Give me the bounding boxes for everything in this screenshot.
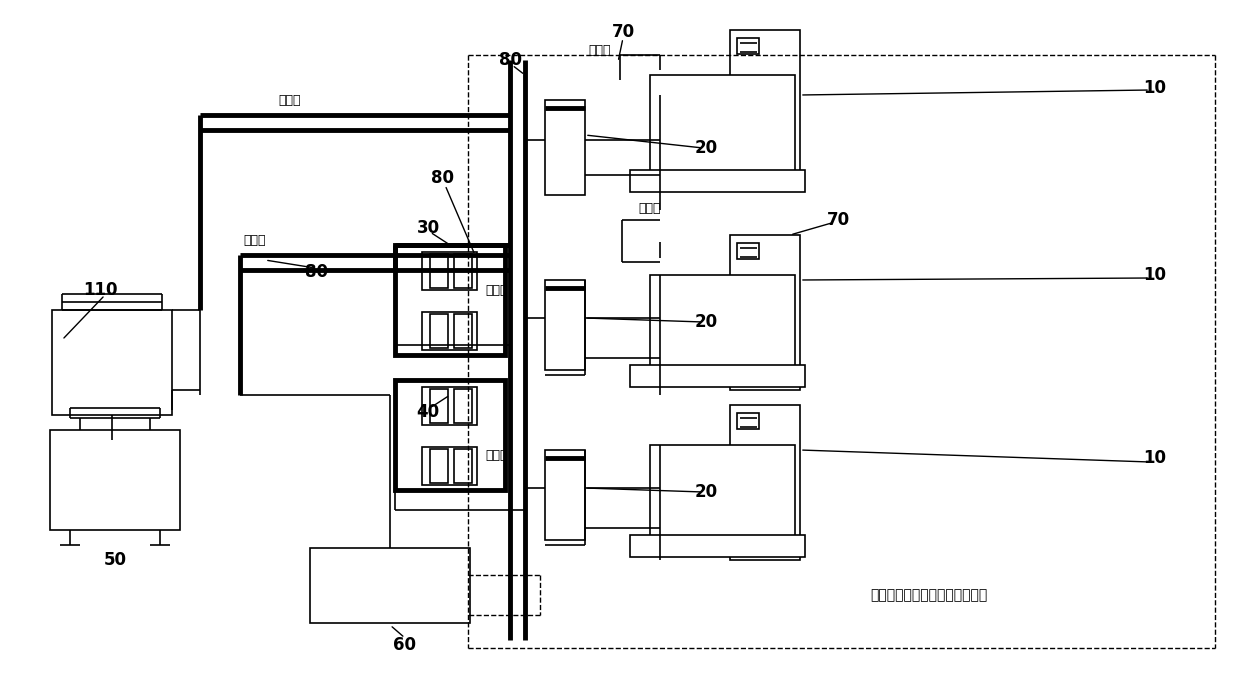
- Bar: [737, 413, 759, 429]
- Bar: [546, 100, 585, 195]
- Bar: [730, 30, 800, 190]
- Text: 80: 80: [305, 263, 329, 281]
- Text: 20: 20: [694, 139, 718, 157]
- Text: 主管路: 主管路: [244, 233, 267, 246]
- Text: 主管路: 主管路: [279, 94, 301, 106]
- Bar: [546, 280, 585, 370]
- Text: 20: 20: [694, 483, 718, 501]
- Bar: [730, 235, 800, 390]
- Bar: [430, 449, 448, 483]
- Text: 10: 10: [1143, 79, 1167, 97]
- Text: 40: 40: [417, 403, 439, 421]
- Text: 10: 10: [1143, 449, 1167, 467]
- Bar: [396, 380, 505, 490]
- Text: 若干台机组与日用油筱（集成）: 若干台机组与日用油筱（集成）: [870, 588, 987, 602]
- Bar: [430, 389, 448, 423]
- Bar: [50, 430, 180, 530]
- Bar: [396, 245, 505, 355]
- Text: 60: 60: [393, 636, 417, 654]
- Bar: [650, 445, 795, 545]
- Text: 10: 10: [1143, 266, 1167, 284]
- Bar: [454, 389, 472, 423]
- Bar: [422, 447, 477, 485]
- Text: 80: 80: [432, 169, 455, 187]
- Bar: [546, 450, 585, 540]
- Bar: [430, 254, 448, 288]
- Bar: [454, 449, 472, 483]
- Text: 支管路: 支管路: [639, 201, 661, 215]
- Bar: [730, 405, 800, 560]
- Text: 20: 20: [694, 313, 718, 331]
- Bar: [737, 38, 759, 54]
- Text: 70: 70: [611, 23, 635, 41]
- Text: 主管路: 主管路: [486, 448, 508, 462]
- Bar: [454, 254, 472, 288]
- Text: 70: 70: [826, 211, 849, 229]
- Text: 80: 80: [498, 51, 522, 69]
- Text: 30: 30: [417, 219, 439, 237]
- Bar: [737, 243, 759, 259]
- Bar: [422, 312, 477, 350]
- Bar: [630, 170, 805, 192]
- Bar: [430, 314, 448, 348]
- Bar: [422, 252, 477, 290]
- Bar: [630, 365, 805, 387]
- Bar: [422, 387, 477, 425]
- Bar: [52, 310, 172, 415]
- Text: 110: 110: [83, 281, 118, 299]
- Text: 主管路: 主管路: [486, 284, 508, 297]
- Text: 50: 50: [103, 551, 126, 569]
- Bar: [630, 535, 805, 557]
- Bar: [650, 75, 795, 180]
- Bar: [650, 275, 795, 375]
- Bar: [310, 548, 470, 623]
- Bar: [454, 314, 472, 348]
- Text: 支管路: 支管路: [588, 43, 610, 57]
